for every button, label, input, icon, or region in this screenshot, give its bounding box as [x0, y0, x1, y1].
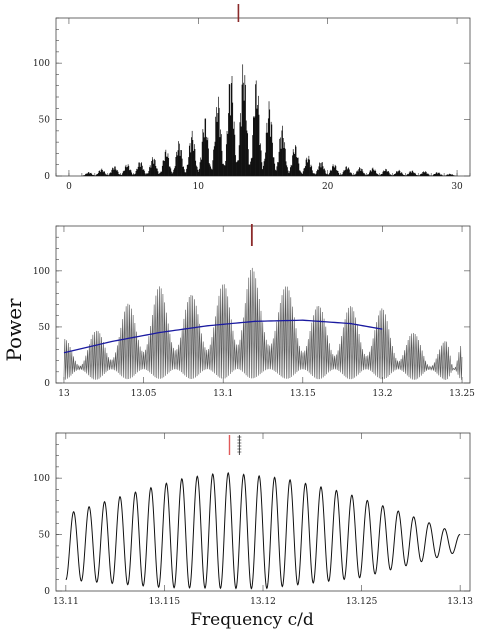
y-tick-label: 0 [44, 172, 50, 182]
plot-frame [55, 17, 471, 177]
x-tick-label: 13.05 [131, 389, 157, 399]
y-tick-label: 50 [39, 323, 51, 333]
spectrum-series [63, 267, 463, 380]
x-tick-label: 0 [66, 182, 72, 192]
panel-peak-zoom: 13 13.05 13.1 13.15 13.2 13.25 0 50 100 [33, 224, 475, 399]
y-tick-label: 50 [39, 116, 51, 126]
y-tick-label: 100 [33, 59, 50, 69]
panel-fine-zoom: 13.11 13.115 13.12 13.125 13.13 0 50 100 [33, 432, 473, 607]
x-axis-label: Frequency c/d [190, 610, 314, 630]
x-tick-label: 13.11 [53, 597, 79, 607]
x-tick-label: 13.12 [250, 597, 276, 607]
x-tick-label: 13.15 [290, 389, 316, 399]
y-tick-label: 100 [33, 474, 50, 484]
y-tick-label: 0 [44, 379, 50, 389]
x-tick-label: 20 [322, 182, 334, 192]
x-tick-label: 13.115 [149, 597, 181, 607]
x-tick-label: 13.2 [372, 389, 392, 399]
x-tick-label: 13.13 [447, 597, 473, 607]
envelope-fit-line [63, 319, 383, 354]
y-tick-label: 0 [44, 587, 50, 597]
plot-frame [55, 225, 471, 384]
y-tick-label: 100 [33, 267, 50, 277]
x-tick-label: 13.125 [346, 597, 378, 607]
panel-overview: 0 10 20 30 0 50 100 [33, 4, 471, 192]
x-tick-label: 13.25 [449, 389, 475, 399]
x-tick-label: 30 [451, 182, 463, 192]
spectrum-series [81, 64, 458, 176]
y-axis-label: Power [2, 298, 26, 362]
x-tick-label: 13.1 [213, 389, 233, 399]
x-tick-label: 13 [58, 389, 70, 399]
y-tick-label: 50 [39, 531, 51, 541]
oscillation-series [65, 471, 461, 590]
x-tick-label: 10 [193, 182, 205, 192]
